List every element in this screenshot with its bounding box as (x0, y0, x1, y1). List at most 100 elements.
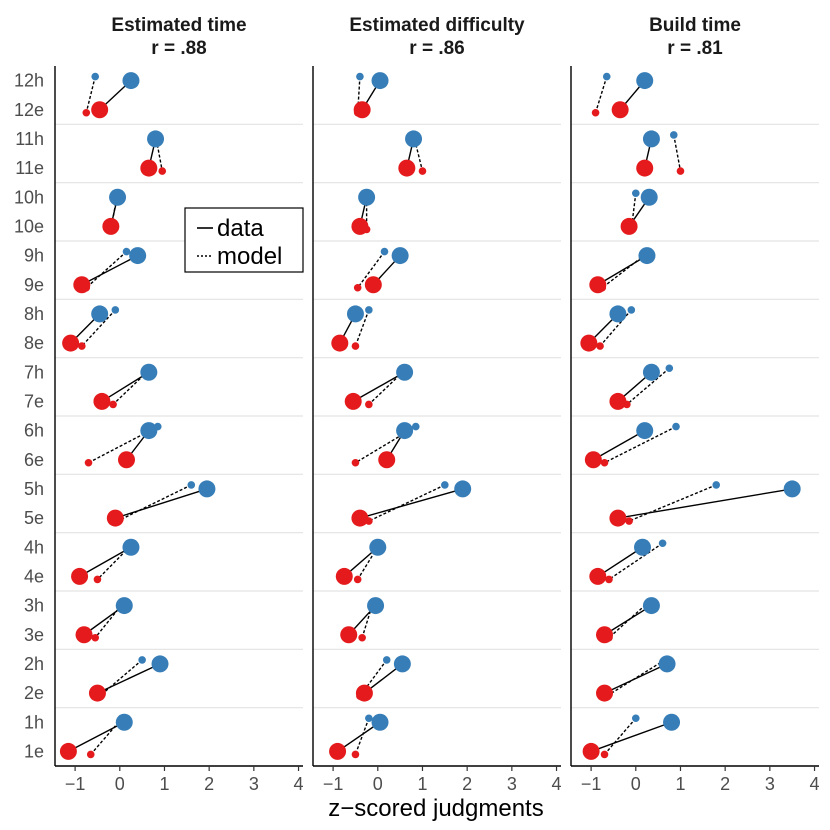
data-point-1e (582, 742, 600, 760)
model-point-8e (351, 342, 360, 350)
model-point-12h (356, 72, 364, 81)
model-point-1h (365, 714, 373, 723)
data-point-3e (596, 626, 614, 644)
panel-subtitle: r = .86 (409, 38, 464, 59)
y-tick-label-1h: 1h (24, 712, 44, 732)
model-point-2h (382, 656, 391, 664)
model-line-4 (96, 542, 134, 580)
data-line-1 (68, 721, 125, 753)
data-point-3e (340, 626, 358, 644)
x-tick-label: 1 (417, 774, 427, 794)
data-point-10h (640, 188, 658, 206)
y-tick-label-11h: 11h (15, 129, 44, 149)
y-tick-label-8e: 8e (24, 333, 44, 353)
data-point-11e (140, 159, 158, 177)
model-point-11e (676, 167, 685, 175)
data-point-1e (59, 742, 77, 760)
model-point-5e (625, 517, 633, 525)
y-tick-label-7e: 7e (24, 391, 44, 411)
data-point-6e (584, 451, 602, 469)
y-tick-label-5h: 5h (24, 479, 44, 499)
model-line-9 (357, 251, 386, 289)
data-point-5h (198, 480, 216, 498)
model-point-8h (365, 306, 373, 314)
model-point-11e (418, 167, 427, 175)
panel-title: Estimated difficulty (349, 15, 525, 36)
data-point-4e (335, 567, 353, 585)
data-point-8e (580, 334, 598, 352)
model-point-1h (631, 714, 640, 723)
model-line-2 (606, 659, 666, 697)
data-point-10e (351, 217, 369, 235)
y-tick-label-3h: 3h (24, 596, 44, 616)
panel-title: Build time (649, 15, 741, 36)
data-point-9e (589, 276, 607, 294)
legend-box (184, 207, 304, 273)
data-point-11h (405, 130, 423, 148)
panel-subtitle: r = .81 (667, 38, 723, 59)
panel-subtitle: r = .88 (151, 38, 206, 59)
x-tick-label: 3 (765, 774, 775, 794)
model-point-2h (138, 656, 146, 664)
x-tick-label: 4 (810, 774, 820, 794)
data-point-1h (371, 713, 389, 731)
data-line-9 (81, 254, 138, 286)
data-point-7e (344, 392, 362, 410)
model-point-9h (380, 247, 389, 256)
model-point-6e (351, 458, 360, 467)
model-point-7h (665, 364, 674, 373)
data-point-6e (378, 451, 396, 469)
model-line-7 (368, 367, 408, 405)
model-point-9e (353, 283, 362, 292)
data-line-2 (604, 663, 668, 694)
x-tick-label: 3 (507, 774, 517, 794)
y-tick-label-2h: 2h (24, 654, 44, 674)
data-point-5e (351, 509, 369, 527)
y-tick-label-2e: 2e (24, 683, 44, 703)
data-point-3e (75, 626, 93, 644)
x-tick-label: −1 (581, 774, 602, 794)
model-point-12h (602, 72, 611, 81)
model-line-5 (117, 484, 192, 522)
model-point-12h (91, 72, 100, 81)
data-point-12h (122, 72, 140, 90)
data-point-2e (596, 684, 614, 702)
data-point-9h (129, 247, 147, 265)
y-tick-label-6h: 6h (24, 421, 44, 441)
model-line-1 (354, 718, 370, 755)
data-line-7 (352, 371, 405, 403)
model-point-5h (712, 481, 721, 489)
data-point-4h (369, 538, 387, 556)
data-point-7e (93, 392, 111, 410)
data-point-9h (391, 247, 409, 265)
data-point-5h (454, 480, 472, 498)
data-point-7h (642, 363, 660, 381)
data-point-12e (611, 101, 629, 119)
model-point-8e (78, 342, 86, 350)
y-tick-label-3e: 3e (24, 625, 44, 645)
x-tick-label: 2 (462, 774, 472, 794)
y-tick-label-11e: 11e (15, 158, 44, 178)
model-line-12 (85, 76, 96, 113)
model-line-2 (99, 659, 143, 697)
data-point-8e (331, 334, 349, 352)
y-tick-label-10h: 10h (14, 187, 44, 207)
x-tick-label: 1 (675, 774, 685, 794)
model-line-7 (112, 367, 152, 405)
data-point-10h (109, 188, 127, 206)
panel-title: Estimated time (111, 15, 246, 36)
model-point-1e (600, 750, 609, 759)
model-point-4e (353, 575, 362, 584)
data-point-3h (642, 597, 660, 615)
x-tick-label: 4 (552, 774, 562, 794)
model-point-12e (591, 108, 600, 117)
y-tick-label-1e: 1e (24, 741, 44, 761)
data-point-10e (620, 217, 638, 235)
data-line-1 (590, 721, 672, 753)
model-point-3e (358, 633, 366, 642)
model-point-8e (596, 342, 604, 350)
legend-model-label: model (217, 243, 282, 270)
y-tick-label-10e: 10e (14, 216, 44, 236)
